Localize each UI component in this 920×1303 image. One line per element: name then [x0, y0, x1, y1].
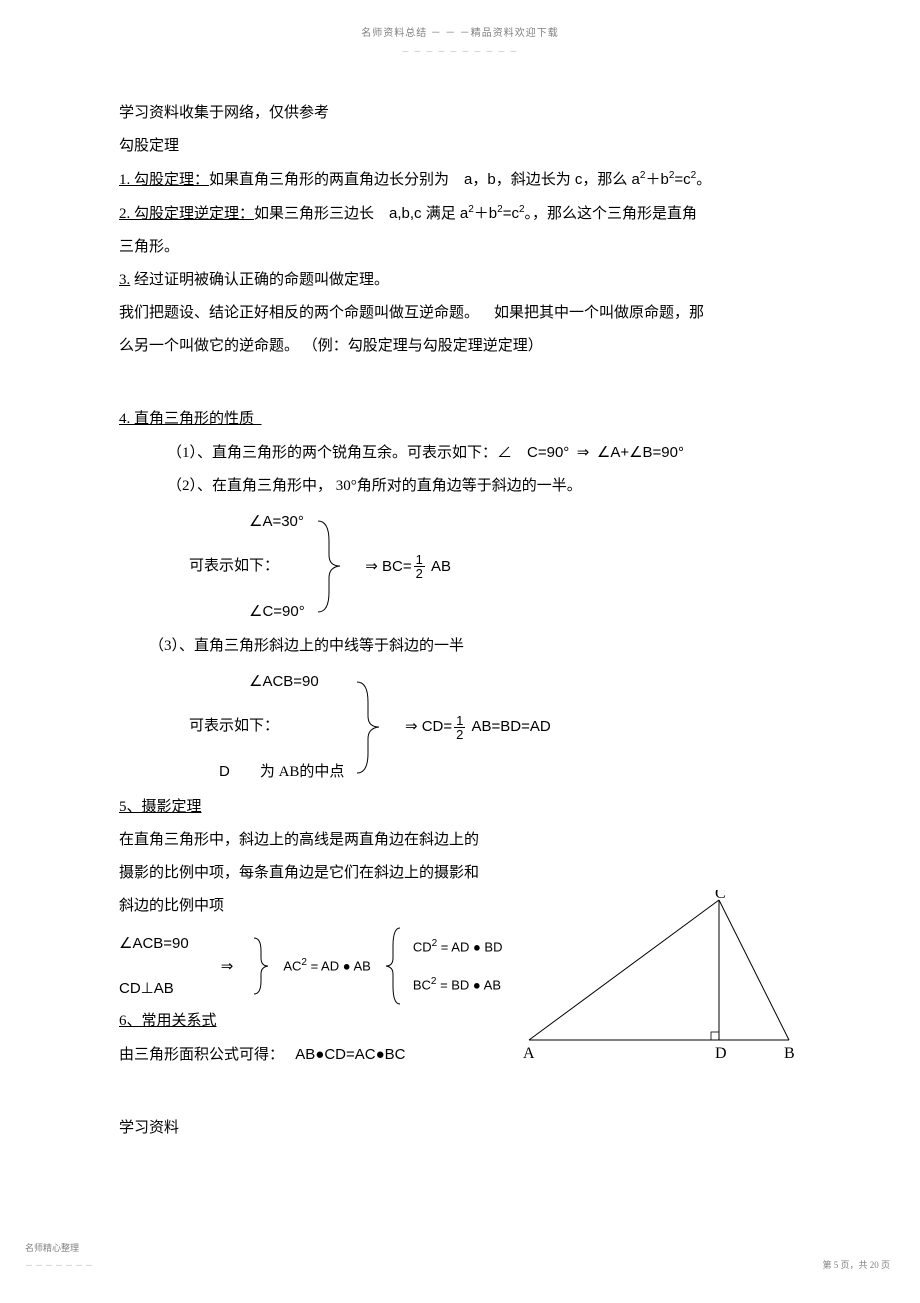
label-B: B [784, 1045, 795, 1062]
title-line: 勾股定理 [119, 133, 819, 160]
s5l: BC [413, 977, 431, 992]
footer-left: 名师精心整理 － － － － － － － [25, 1240, 93, 1273]
s5i: = AD ● AB [311, 958, 371, 973]
s1-formula-a: a，b，斜边长为 c，那么 a [464, 171, 640, 188]
footer-right: 第 5 页，共 20 页 [822, 1257, 890, 1273]
s5m: = BD ● AB [440, 977, 501, 992]
s4-sub2: （2）、在直角三角形中， 30°角所对的直角边等于斜边的一半。 [119, 473, 819, 500]
s2-formula-a: a,b,c 满足 a [389, 205, 468, 222]
s4k: AB [431, 558, 451, 575]
s2-formula-b: ＋b [474, 205, 497, 222]
s4q: ⇒ CD= [405, 718, 452, 735]
s5j: CD [413, 940, 432, 955]
s4n: 可表示如下： [189, 713, 344, 740]
s4-pad [254, 411, 262, 427]
s4i: ∠C=90° [189, 598, 305, 625]
s5-heading: 5、摄影定理 [119, 799, 202, 815]
sup-cd: 2 [432, 938, 438, 949]
s6c: AB●CD=AC●BC [295, 1046, 405, 1063]
section-1: 1. 勾股定理：如果直角三角形的两直角边长分别为 a，b，斜边长为 c，那么 a… [119, 166, 819, 194]
brace-right-1: ⇒ BC=12 AB [353, 553, 451, 581]
brace-icon-3 [251, 936, 271, 996]
s3-num: 3. [119, 272, 130, 288]
s3d: 如果把其中一个叫做原命题，那 [494, 305, 704, 321]
s4d: ⇒ [577, 444, 590, 461]
s4j: ⇒ BC= [365, 558, 411, 575]
s4o: D [219, 763, 230, 780]
header-text: 名师资料总结 － － －精品资料欢迎下载 [361, 28, 559, 39]
page-header: 名师资料总结 － － －精品资料欢迎下载 － － － － － － － － － － [0, 25, 920, 61]
proj-left: ∠ACB=90 CD⊥AB [119, 930, 189, 1002]
brace-icon-4 [383, 926, 403, 1006]
proj-arrow: ⇒ [201, 953, 234, 980]
bottom-note: 学习资料 [119, 1115, 819, 1142]
s2-line2: 三角形。 [119, 234, 819, 261]
proj-r1: CD2 = AD ● BD [413, 935, 503, 959]
brace-left-1: ∠A=30° 可表示如下： ∠C=90° [189, 508, 305, 625]
s1-formula-b: ＋b [645, 171, 668, 188]
s4-sub3: （3）、直角三角形斜边上的中线等于斜边的一半 [119, 633, 819, 660]
s5c: 摄影的比例中项，每条直角边是它们在斜边上的摄影和 [119, 860, 819, 887]
s4e: ∠A+∠B=90° [597, 444, 684, 461]
s4-heading: 4. 直角三角形的性质 [119, 411, 254, 427]
s3-text: 经过证明被确认正确的命题叫做定理。 [130, 272, 389, 288]
footer-left-dashes: － － － － － － － [25, 1261, 93, 1270]
footer-left-text: 名师精心整理 [25, 1243, 79, 1253]
section-2: 2. 勾股定理逆定理：如果三角形三边长 a,b,c 满足 a2＋b2=c2。，那… [119, 200, 819, 228]
brace-group-1: ∠A=30° 可表示如下： ∠C=90° ⇒ BC=12 AB [189, 508, 819, 625]
s1-text: 如果直角三角形的两直角边长分别为 [209, 172, 449, 188]
label-D: D [715, 1045, 727, 1062]
s1-formula-c: =c [674, 171, 690, 188]
s2-end: 。，那么这个三角形是直角 [525, 206, 698, 222]
s5e: ∠ACB=90 [119, 930, 189, 957]
s4m: ∠ACB=90 [189, 668, 344, 695]
s3-line2: 我们把题设、结论正好相反的两个命题叫做互逆命题。 如果把其中一个叫做原命题，那 [119, 300, 819, 327]
s5k: = AD ● BD [441, 940, 503, 955]
s2-formula-c: =c [503, 205, 519, 222]
triangle-svg: A B C D [519, 890, 809, 1070]
s5h: AC [283, 958, 301, 973]
brace-right-2: ⇒ CD=12 AB=BD=AD [392, 713, 550, 741]
s4-sub1: （1）、直角三角形的两个锐角互余。可表示如下：∠ C=90° ⇒ ∠A+∠B=9… [119, 439, 819, 467]
brace-group-2: ∠ACB=90 可表示如下： D 为 AB的中点 ⇒ CD=12 AB=BD=A… [189, 668, 819, 786]
proj-right: CD2 = AD ● BD BC2 = BD ● AB [413, 935, 503, 996]
s5b: 在直角三角形中，斜边上的高线是两直角边在斜边上的 [119, 827, 819, 854]
section-4: 4. 直角三角形的性质 [119, 406, 819, 433]
s1-end: 。 [696, 172, 711, 188]
triangle-figure: A B C D [519, 890, 809, 1080]
s4p: 为 AB的中点 [260, 764, 345, 780]
s4r: AB=BD=AD [472, 718, 551, 735]
s4-d-line: D 为 AB的中点 [189, 758, 344, 786]
s6b: 由三角形面积公式可得： [119, 1047, 284, 1063]
s4b: （1）、直角三角形的两个锐角互余。可表示如下：∠ [167, 445, 512, 461]
label-A: A [523, 1045, 535, 1062]
s6-heading: 6、常用关系式 [119, 1013, 217, 1029]
s2-text: 如果三角形三边长 [254, 206, 374, 222]
brace-icon-2 [354, 680, 382, 775]
section-3: 3. 经过证明被确认正确的命题叫做定理。 [119, 267, 819, 294]
brace-icon-1 [315, 519, 343, 614]
sup-bc: 2 [431, 976, 437, 987]
s4h: 可表示如下： [189, 553, 305, 580]
section-5: 5、摄影定理 [119, 794, 819, 821]
sup-ac: 2 [301, 957, 307, 968]
s4c: C=90° [527, 444, 569, 461]
s3-line3: 么另一个叫做它的逆命题。 （例：勾股定理与勾股定理逆定理） [119, 333, 819, 360]
proj-mid-eq: AC2 = AD ● AB [283, 954, 371, 978]
label-C: C [715, 890, 726, 902]
s2-heading: 2. 勾股定理逆定理： [119, 206, 254, 222]
document-content: 学习资料收集于网络，仅供参考 勾股定理 1. 勾股定理：如果直角三角形的两直角边… [119, 100, 819, 1148]
brace-left-2: ∠ACB=90 可表示如下： D 为 AB的中点 [189, 668, 344, 786]
s3c: 我们把题设、结论正好相反的两个命题叫做互逆命题。 [119, 305, 479, 321]
proj-r2: BC2 = BD ● AB [413, 973, 503, 997]
header-dashes: － － － － － － － － － － [402, 47, 519, 56]
s4g: ∠A=30° [189, 508, 305, 535]
note-line: 学习资料收集于网络，仅供参考 [119, 100, 819, 127]
s1-heading: 1. 勾股定理： [119, 172, 209, 188]
s5f: CD⊥AB [119, 975, 189, 1002]
